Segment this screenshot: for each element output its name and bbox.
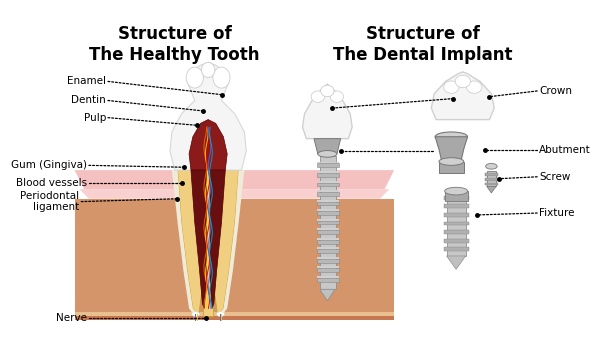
Ellipse shape [318, 150, 337, 157]
Text: Crown: Crown [539, 86, 572, 96]
Bar [444, 205, 469, 208]
Ellipse shape [444, 81, 459, 93]
Polygon shape [487, 186, 496, 193]
Text: Abutment: Abutment [539, 145, 591, 155]
Text: Screw: Screw [539, 172, 571, 182]
Bar [485, 178, 498, 180]
Bar [444, 221, 469, 225]
Bar [444, 230, 469, 234]
Bar [317, 180, 339, 183]
Polygon shape [176, 102, 241, 170]
Polygon shape [314, 139, 341, 154]
Polygon shape [170, 62, 246, 170]
Ellipse shape [485, 164, 497, 169]
Ellipse shape [202, 62, 215, 78]
Bar [317, 230, 339, 234]
Ellipse shape [435, 132, 467, 141]
Text: Structure of
The Healthy Tooth: Structure of The Healthy Tooth [89, 25, 260, 64]
Ellipse shape [445, 187, 467, 195]
Polygon shape [435, 137, 467, 161]
Polygon shape [446, 256, 466, 269]
Bar [317, 183, 339, 186]
Bar [317, 192, 339, 196]
Text: Fixture: Fixture [539, 208, 575, 218]
Bar [444, 247, 469, 251]
Text: Enamel: Enamel [67, 76, 106, 86]
Bar [487, 171, 496, 186]
Polygon shape [213, 170, 239, 316]
Bar [317, 221, 339, 225]
Ellipse shape [330, 91, 344, 102]
Ellipse shape [439, 158, 464, 165]
Ellipse shape [186, 67, 203, 88]
Bar [444, 239, 469, 243]
Bar [485, 173, 498, 176]
Text: Blood vessels: Blood vessels [16, 178, 87, 188]
Ellipse shape [311, 91, 325, 102]
Polygon shape [79, 189, 389, 199]
Bar [317, 171, 339, 173]
Ellipse shape [213, 67, 230, 88]
Bar [317, 278, 339, 282]
Bar [317, 201, 339, 205]
Bar [317, 219, 339, 221]
Polygon shape [320, 289, 335, 301]
Bar [74, 312, 394, 316]
Polygon shape [191, 170, 206, 308]
Bar [317, 228, 339, 230]
Bar [317, 240, 339, 244]
Bar [317, 238, 339, 240]
Bar [317, 173, 339, 177]
Bar [74, 308, 394, 312]
Text: Pulp: Pulp [83, 113, 106, 123]
Bar [317, 259, 339, 263]
Polygon shape [74, 199, 394, 320]
Text: Dentin: Dentin [71, 96, 106, 106]
Bar [317, 161, 339, 164]
Polygon shape [74, 170, 394, 189]
Bar [74, 316, 394, 320]
Polygon shape [210, 170, 225, 308]
Polygon shape [189, 120, 227, 170]
Ellipse shape [192, 312, 200, 316]
Bar [485, 183, 498, 185]
Ellipse shape [320, 85, 334, 97]
Bar [317, 266, 339, 268]
Bar [203, 170, 213, 316]
Bar [317, 249, 339, 253]
Polygon shape [178, 170, 203, 316]
Bar [317, 211, 339, 215]
Ellipse shape [217, 312, 224, 316]
Text: Structure of
The Dental Implant: Structure of The Dental Implant [333, 25, 512, 64]
Bar [317, 209, 339, 211]
Ellipse shape [467, 81, 482, 93]
Text: Gum (Gingiva): Gum (Gingiva) [11, 160, 87, 170]
Bar [317, 200, 339, 201]
Bar [317, 276, 339, 278]
Bar [444, 196, 469, 200]
Bar [439, 161, 464, 173]
Polygon shape [431, 72, 494, 120]
Bar [317, 190, 339, 192]
Text: Nerve: Nerve [56, 313, 87, 323]
Ellipse shape [455, 75, 470, 88]
Bar [317, 257, 339, 259]
Bar [317, 268, 339, 272]
Bar [444, 213, 469, 217]
Bar [445, 191, 467, 201]
Bar [317, 247, 339, 249]
Bar [320, 156, 336, 289]
Bar [317, 164, 339, 167]
Polygon shape [302, 84, 352, 139]
Bar [446, 199, 466, 256]
Polygon shape [172, 170, 199, 316]
Polygon shape [218, 170, 244, 316]
Text: Periodontal
ligament: Periodontal ligament [20, 191, 79, 213]
